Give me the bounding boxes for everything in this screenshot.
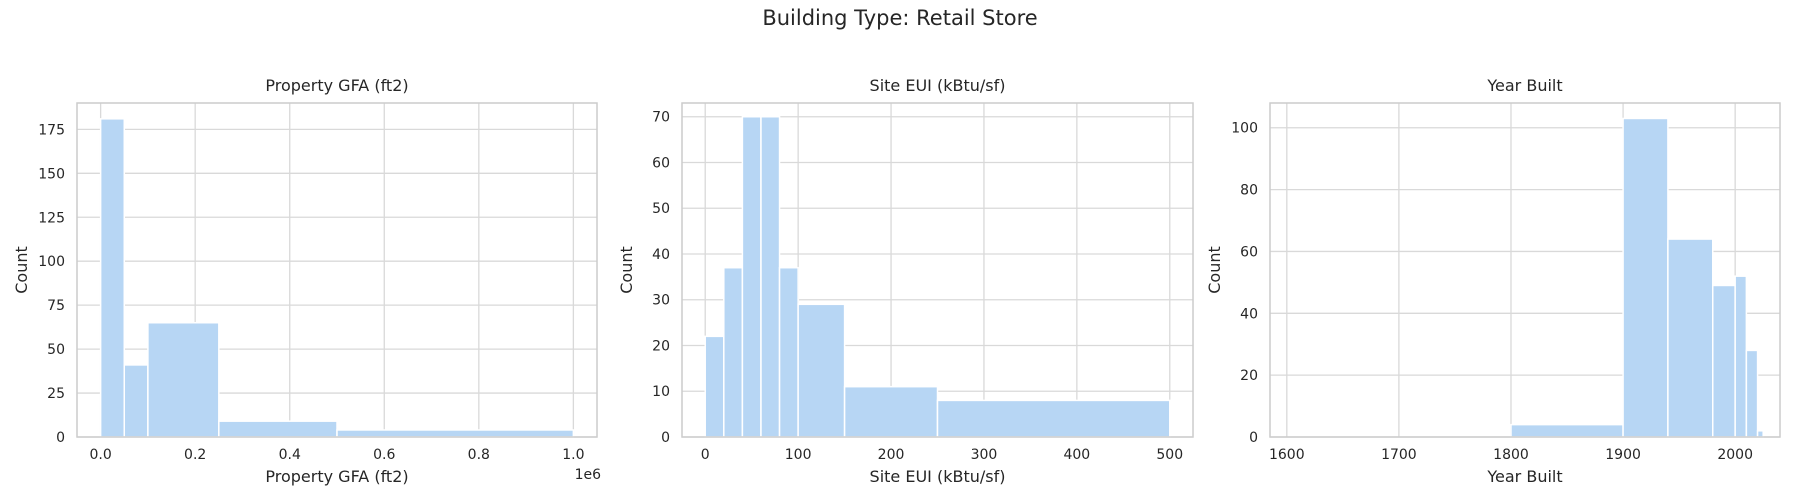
y-tick-label: 175 bbox=[38, 122, 65, 138]
x-tick-label: 0.2 bbox=[184, 447, 206, 463]
histogram-bar bbox=[843, 385, 939, 438]
y-axis-label: Count bbox=[617, 246, 636, 294]
x-tick-label: 200 bbox=[878, 447, 905, 463]
y-tick-label: 150 bbox=[38, 166, 65, 182]
histogram-bar bbox=[704, 335, 725, 438]
y-tick-label: 100 bbox=[1231, 121, 1258, 137]
x-tick-label: 0.6 bbox=[373, 447, 395, 463]
histogram-bar bbox=[99, 118, 126, 438]
subplot-title: Property GFA (ft2) bbox=[265, 76, 408, 95]
subplot-3: 1600 1700 1800 1900 2000 0 20 40 60 80 100 Year Bui… bbox=[1205, 76, 1781, 486]
y-tick-label: 0 bbox=[1249, 430, 1258, 446]
histogram-bar bbox=[741, 115, 762, 438]
histogram-bar bbox=[797, 303, 846, 438]
histogram-bar bbox=[1711, 284, 1736, 438]
y-tick-label: 125 bbox=[38, 210, 65, 226]
y-tick-label: 20 bbox=[652, 338, 670, 354]
axes-frame bbox=[681, 102, 1194, 438]
axes-frame bbox=[76, 102, 598, 438]
subplot-2: 0 100 200 300 400 500 0 10 20 30 40 50 60 70 Site EUI … bbox=[617, 76, 1194, 486]
histogram-bar bbox=[1667, 238, 1714, 438]
histogram-bar bbox=[1734, 275, 1748, 438]
y-tick-label: 40 bbox=[652, 247, 670, 263]
subplot-title: Site EUI (kBtu/sf) bbox=[870, 76, 1006, 95]
x-tick-label: 1.0 bbox=[562, 447, 584, 463]
y-tick-label: 10 bbox=[652, 384, 670, 400]
x-tick-label: 1900 bbox=[1605, 447, 1641, 463]
histogram-bar bbox=[760, 115, 781, 438]
subplot-title: Year Built bbox=[1486, 76, 1562, 95]
x-tick-label: 400 bbox=[1063, 447, 1090, 463]
y-tick-label: 20 bbox=[1240, 368, 1258, 384]
histogram-bar bbox=[1510, 423, 1624, 438]
x-tick-label: 1600 bbox=[1269, 447, 1305, 463]
x-tick-label: 1700 bbox=[1381, 447, 1417, 463]
histogram-bar bbox=[778, 266, 799, 438]
y-tick-label: 50 bbox=[652, 201, 670, 217]
histogram-bar bbox=[1756, 430, 1764, 438]
x-axis-label: Year Built bbox=[1486, 467, 1562, 486]
y-axis-label: Count bbox=[12, 246, 31, 294]
x-tick-label: 100 bbox=[785, 447, 812, 463]
y-tick-label: 100 bbox=[38, 254, 65, 270]
y-tick-label: 60 bbox=[1240, 244, 1258, 260]
axis-offset-text: 1e6 bbox=[575, 467, 602, 483]
axes-frame bbox=[1269, 102, 1781, 438]
histogram-bar bbox=[218, 420, 338, 438]
histogram-bar bbox=[936, 399, 1171, 438]
x-tick-label: 0.8 bbox=[468, 447, 490, 463]
y-axis-label: Count bbox=[1205, 246, 1224, 294]
subplot-1: 0.0 0.2 0.4 0.6 0.8 1.0 0 25 50 75 100 125 150 175 Pro… bbox=[12, 76, 601, 486]
y-tick-label: 50 bbox=[47, 342, 65, 358]
x-tick-label: 0.0 bbox=[90, 447, 112, 463]
histogram-bar bbox=[336, 429, 575, 438]
x-tick-label: 500 bbox=[1156, 447, 1183, 463]
x-tick-label: 2000 bbox=[1717, 447, 1753, 463]
x-tick-label: 0.4 bbox=[279, 447, 301, 463]
y-tick-label: 25 bbox=[47, 386, 65, 402]
histogram-bar bbox=[723, 266, 744, 438]
y-tick-label: 0 bbox=[661, 430, 670, 446]
x-axis-label: Site EUI (kBtu/sf) bbox=[870, 467, 1006, 486]
histogram-bar bbox=[123, 364, 149, 438]
y-tick-label: 30 bbox=[652, 293, 670, 309]
x-tick-label: 300 bbox=[971, 447, 998, 463]
histogram-bar bbox=[1745, 349, 1759, 438]
y-tick-label: 60 bbox=[652, 155, 670, 171]
x-axis-label: Property GFA (ft2) bbox=[265, 467, 408, 486]
y-tick-label: 40 bbox=[1240, 306, 1258, 322]
y-tick-label: 70 bbox=[652, 110, 670, 126]
y-tick-label: 0 bbox=[56, 430, 65, 446]
x-tick-label: 0 bbox=[701, 447, 710, 463]
y-tick-label: 75 bbox=[47, 298, 65, 314]
figure-title: Building Type: Retail Store bbox=[762, 6, 1038, 30]
y-tick-label: 80 bbox=[1240, 183, 1258, 199]
histogram-bar bbox=[1622, 117, 1669, 438]
x-tick-label: 1800 bbox=[1493, 447, 1529, 463]
histogram-bar bbox=[147, 321, 220, 438]
